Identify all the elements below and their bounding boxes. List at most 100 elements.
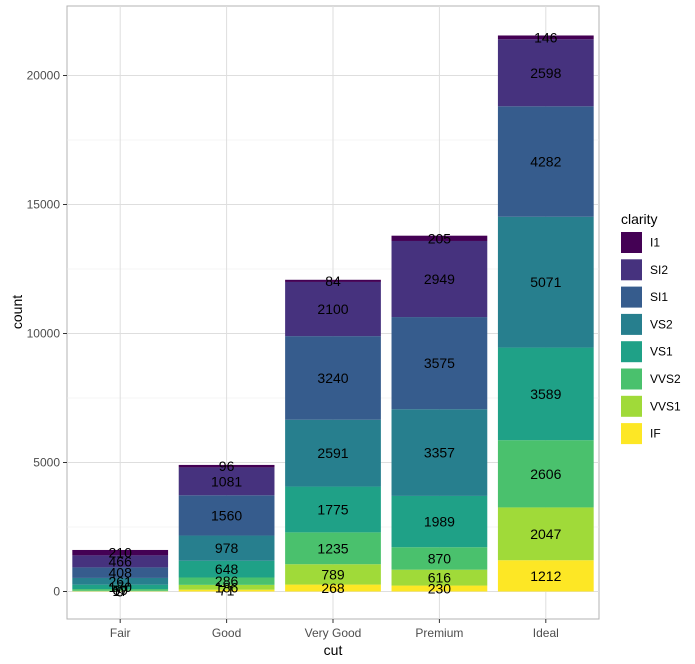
bar-segment: [285, 584, 381, 592]
data-label: 2047: [530, 526, 561, 542]
bar-segment: [497, 507, 594, 561]
legend-label: SI1: [650, 290, 668, 304]
bar-segment: [391, 240, 488, 318]
legend-key: [621, 341, 642, 363]
y-tick-label: 5000: [33, 456, 60, 470]
data-label: 210: [109, 545, 133, 561]
legend-key: [621, 368, 642, 390]
legend-key: [621, 423, 642, 445]
bar-segment: [178, 577, 275, 585]
legend-label: SI2: [650, 263, 668, 277]
bar-segment: [391, 495, 488, 548]
bar-segment: [497, 216, 594, 348]
data-label: 4282: [530, 154, 561, 170]
bar-segment: [178, 535, 275, 561]
bar-segment: [72, 589, 169, 591]
x-tick-label: Premium: [415, 626, 463, 640]
y-axis-title: count: [9, 295, 25, 329]
bar-segment: [285, 279, 381, 282]
data-label: 5071: [530, 274, 561, 290]
bar-segment: [285, 486, 381, 533]
data-label: 261: [109, 573, 133, 589]
data-label: 2591: [317, 445, 348, 461]
bar-segment: [178, 495, 275, 536]
data-label: 648: [215, 561, 239, 577]
bar-segment: [72, 577, 169, 585]
data-label: 789: [321, 566, 345, 582]
legend: clarity I1 SI2 SI1 VS2 VS1 VVS2 VVS1 IF: [621, 211, 681, 445]
data-label: 2606: [530, 466, 561, 482]
legend-key: [621, 395, 642, 417]
data-label: 870: [428, 550, 452, 566]
x-tick-label: Very Good: [305, 626, 362, 640]
bar-segment: [497, 560, 594, 592]
bar-segment: [391, 235, 488, 241]
data-label: 3589: [530, 386, 561, 402]
data-label: 408: [109, 565, 133, 581]
x-axis: Fair Good Very Good Premium Ideal: [110, 619, 559, 640]
bar-segment: [497, 347, 594, 441]
data-label: 268: [321, 580, 345, 596]
legend-label: VS2: [650, 317, 673, 331]
y-tick-label: 15000: [27, 198, 61, 212]
bar-segment: [497, 35, 594, 40]
bar-segment: [497, 106, 594, 217]
x-axis-title: cut: [324, 642, 343, 658]
legend-label: VVS2: [650, 372, 681, 386]
data-label: 69: [112, 582, 128, 598]
y-axis: 0 5000 10000 15000 20000: [27, 69, 67, 599]
bar-segment: [391, 409, 488, 496]
bar-segment: [285, 336, 381, 420]
bar-segment: [72, 555, 169, 568]
data-label: 1212: [530, 568, 561, 584]
bar-segment: [285, 532, 381, 565]
legend-key: [621, 313, 642, 335]
bar-segment: [391, 547, 488, 570]
bar-segment: [497, 39, 594, 107]
legend-label: IF: [650, 427, 661, 441]
bar-segment: [178, 560, 275, 578]
data-label: 2949: [424, 271, 455, 287]
data-label: 1560: [211, 507, 242, 523]
legend-key: [621, 286, 642, 308]
data-label: 2100: [317, 301, 348, 317]
data-label: 1081: [211, 473, 242, 489]
y-tick-label: 10000: [27, 327, 61, 341]
bar-segment: [497, 440, 594, 508]
x-tick-label: Ideal: [533, 626, 559, 640]
data-label: 170: [109, 579, 133, 595]
data-label: 1235: [317, 540, 348, 556]
data-label: 3357: [424, 445, 455, 461]
data-label: 71: [219, 583, 235, 599]
data-label: 286: [215, 573, 239, 589]
data-label: 9: [116, 583, 124, 599]
data-label: 146: [534, 29, 558, 45]
bar-segment: [178, 589, 275, 592]
data-label: 978: [215, 540, 239, 556]
data-label: 3575: [424, 355, 455, 371]
bars: [72, 35, 594, 592]
data-label: 84: [325, 273, 341, 289]
y-tick-label: 0: [53, 585, 60, 599]
bar-segment: [285, 419, 381, 487]
data-label: 1989: [424, 514, 455, 530]
data-label: 230: [428, 581, 452, 597]
legend-label: VVS1: [650, 399, 681, 413]
legend-key: [621, 259, 642, 281]
bar-segment: [285, 281, 381, 337]
data-label: 3240: [317, 370, 348, 386]
bar-segment: [72, 567, 169, 578]
data-label: 616: [428, 570, 452, 586]
data-label: 17: [112, 583, 128, 599]
bar-segment: [72, 584, 169, 590]
bar-segment: [391, 317, 488, 410]
legend-key: [621, 232, 642, 253]
data-label: 96: [219, 458, 235, 474]
legend-label: I1: [650, 236, 660, 250]
bar-segment: [178, 584, 275, 590]
x-tick-label: Good: [212, 626, 241, 640]
legend-label: VS1: [650, 345, 673, 359]
data-label: 205: [428, 230, 452, 246]
